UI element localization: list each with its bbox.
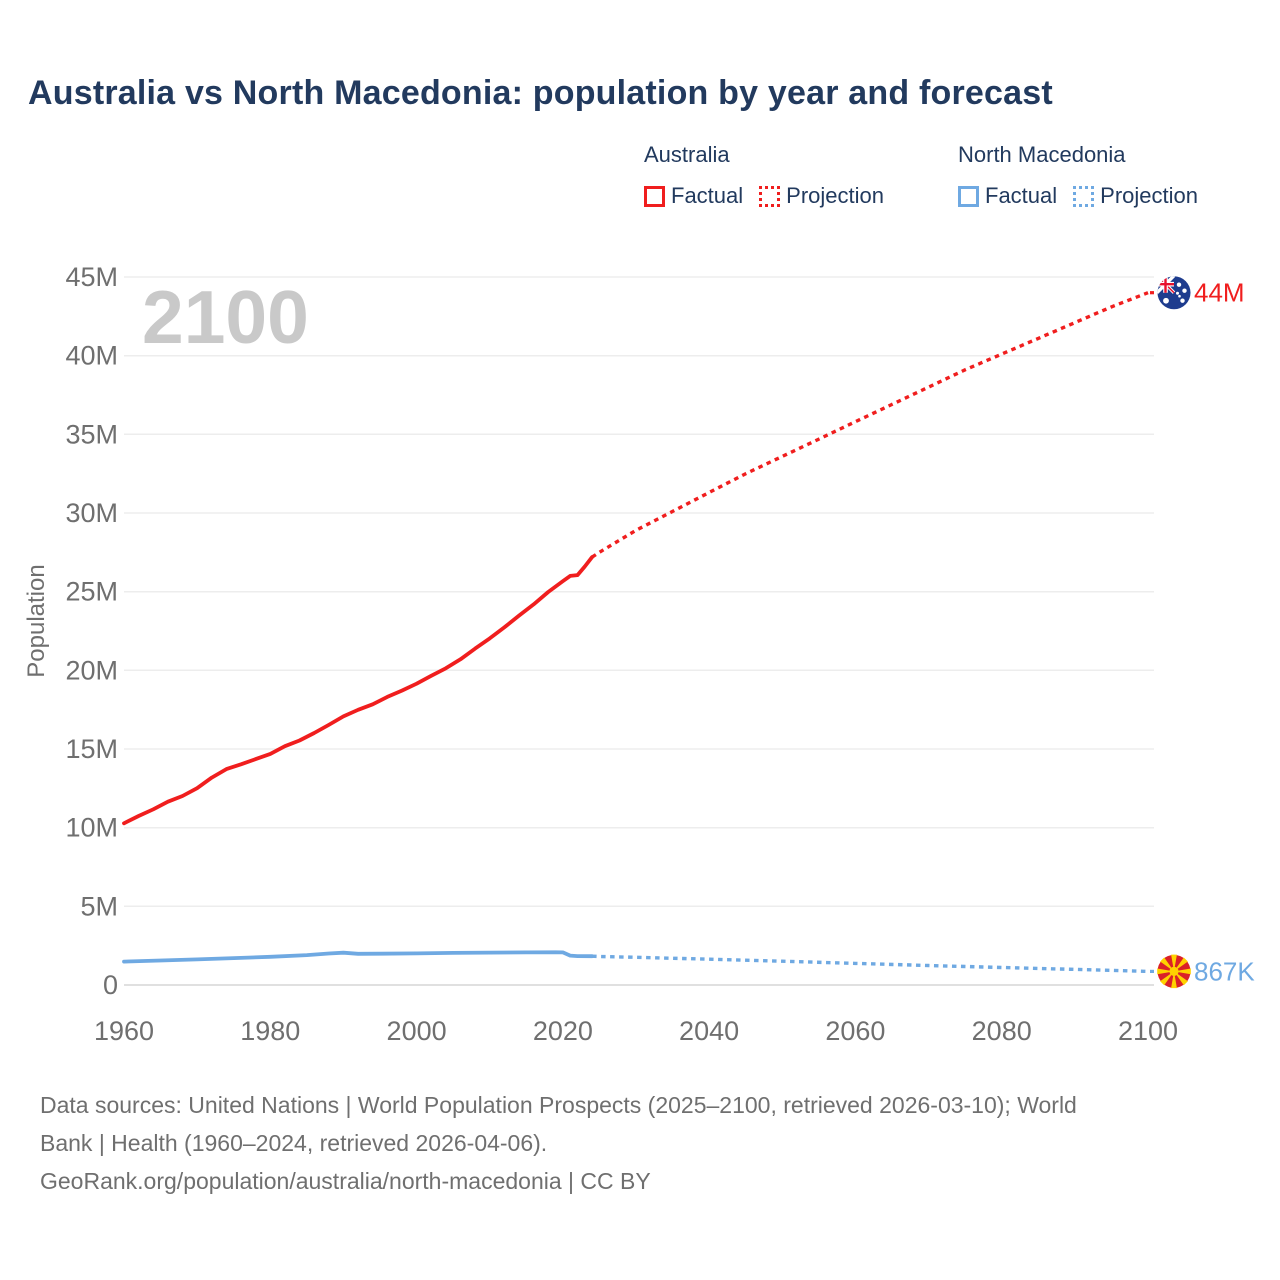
chart-watermark: 2100 [142, 275, 309, 359]
north-macedonia-projection-line [592, 954, 1149, 974]
series-lines [122, 291, 1149, 974]
flag-sun-center [1169, 966, 1179, 976]
legend-item-label: Factual [985, 183, 1058, 208]
australia-projection-line [591, 291, 1149, 559]
flag-star [1182, 288, 1187, 293]
legend-item-label: Factual [671, 183, 744, 208]
legend-group-north-macedonia: North Macedonia Factual Projection [958, 142, 1198, 209]
flag-star [1178, 294, 1181, 298]
legend-item-label: Projection [1100, 183, 1198, 208]
australia-flag-icon [1157, 276, 1191, 310]
y-tick-label: 25M [65, 577, 118, 607]
flag-sun-ray [1157, 968, 1174, 975]
x-tick-label: 2020 [533, 1016, 593, 1046]
y-tick-label: 5M [80, 891, 118, 921]
x-tick-label: 2080 [972, 1016, 1032, 1046]
x-tick-label: 2060 [825, 1016, 885, 1046]
y-tick-label: 40M [65, 341, 118, 371]
flag-sun-ray [1174, 957, 1188, 972]
legend-group-australia: Australia Factual Projection [644, 142, 884, 209]
x-tick-label: 2000 [387, 1016, 447, 1046]
flag-sun-ray [1174, 971, 1188, 986]
data-sources-line: Data sources: United Nations | World Pop… [40, 1092, 1077, 1118]
flag-star [1176, 291, 1179, 295]
population-chart: 2100 Population 0 5M 10M 15M 20M 25M 30M 35M 40M… [23, 262, 1255, 1046]
legend-item-australia-projection[interactable]: Projection [759, 183, 884, 209]
legend-item-north-macedonia-factual[interactable]: Factual [958, 183, 1057, 209]
legend-group-title: North Macedonia [958, 142, 1126, 167]
legend-group-title: Australia [644, 142, 730, 167]
north-macedonia-flag-icon [1157, 954, 1191, 989]
legend-row: Factual Projection [958, 183, 1198, 209]
y-tick-label: 30M [65, 498, 118, 528]
y-tick-label: 15M [65, 734, 118, 764]
flag-star [1176, 282, 1182, 287]
x-tick-label: 2100 [1118, 1016, 1178, 1046]
y-axis-title: Population [23, 564, 50, 677]
legend-item-label: Projection [786, 183, 884, 208]
y-tick-label: 10M [65, 813, 118, 843]
x-tick-label: 1980 [240, 1016, 300, 1046]
x-tick-label: 2040 [679, 1016, 739, 1046]
series-end-labels: 44M 867K [1150, 276, 1255, 989]
footer: Data sources: United Nations | World Pop… [40, 1086, 1250, 1200]
flag-star [1163, 297, 1169, 304]
legend-swatch-dotted-red [759, 185, 781, 207]
north-macedonia-end-value-label: 867K [1194, 956, 1255, 986]
flag-sun-ray [1171, 954, 1177, 972]
australia-factual-line [122, 555, 594, 826]
data-sources-line: Bank | Health (1960–2024, retrieved 2026… [40, 1130, 548, 1156]
legend-row: Factual Projection [644, 183, 884, 209]
x-axis-tick-labels: 1960 1980 2000 2020 2040 2060 2080 2100 [94, 1016, 1178, 1046]
y-tick-label: 0 [103, 970, 118, 1000]
australia-end-value-label: 44M [1194, 278, 1245, 308]
flag-sun-ray [1174, 968, 1191, 975]
flag-sun-ray [1160, 957, 1174, 972]
attribution-line: GeoRank.org/population/australia/north-m… [40, 1168, 651, 1194]
page-title: Australia vs North Macedonia: population… [28, 74, 1053, 112]
north-macedonia-factual-line [122, 950, 594, 964]
gridlines [124, 276, 1154, 986]
x-tick-label: 1960 [94, 1016, 154, 1046]
flag-sun-ray [1160, 971, 1174, 986]
y-tick-label: 35M [65, 419, 118, 449]
legend-swatch-dotted-blue [1073, 185, 1095, 207]
y-tick-label: 20M [65, 655, 118, 685]
y-axis-tick-labels: 0 5M 10M 15M 20M 25M 30M 35M 40M 45M [65, 262, 118, 1000]
flag-star [1180, 298, 1185, 303]
legend-item-australia-factual[interactable]: Factual [644, 183, 743, 209]
y-tick-label: 45M [65, 262, 118, 292]
flag-sun-ray [1171, 971, 1177, 989]
legend-item-north-macedonia-projection[interactable]: Projection [1073, 183, 1198, 209]
legend-swatch-solid-red [644, 185, 665, 207]
legend-swatch-solid-blue [958, 185, 979, 207]
